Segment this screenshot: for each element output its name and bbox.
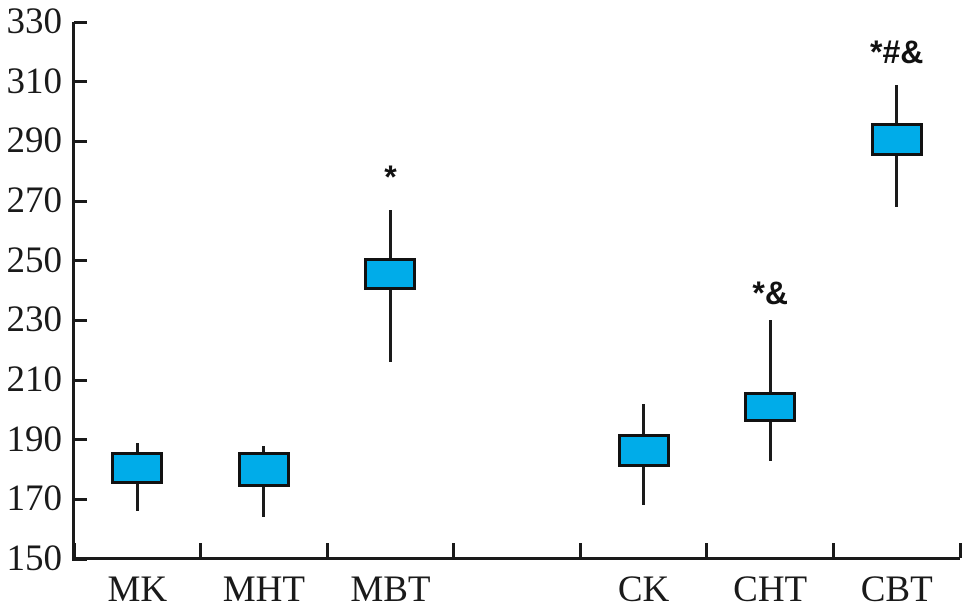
y-axis-tick-label: 250 bbox=[6, 239, 63, 281]
y-axis-tick bbox=[74, 318, 87, 322]
y-axis-tick bbox=[74, 259, 87, 263]
x-axis-label-cht: CHT bbox=[733, 569, 808, 610]
y-axis-tick bbox=[74, 139, 87, 143]
y-axis-line bbox=[72, 22, 75, 561]
y-axis-tick-label: 210 bbox=[6, 359, 63, 400]
box-ck bbox=[617, 433, 670, 467]
y-axis-tick-label: 270 bbox=[6, 180, 63, 221]
x-axis-label-ck: CK bbox=[617, 569, 670, 610]
y-axis-tick-label: 170 bbox=[6, 478, 63, 520]
y-axis-tick-label: 290 bbox=[6, 120, 63, 162]
y-axis-tick-label: 150 bbox=[6, 538, 63, 579]
y-axis-tick bbox=[74, 199, 87, 203]
x-axis-tick bbox=[325, 543, 329, 558]
y-axis-tick-label: 310 bbox=[6, 60, 63, 102]
box-mk bbox=[111, 451, 164, 485]
box-cht bbox=[744, 391, 797, 422]
y-axis-tick bbox=[74, 378, 87, 382]
significance-annotation-cbt: *#& bbox=[870, 33, 924, 70]
y-axis-tick-label: 330 bbox=[6, 1, 63, 42]
y-axis-tick-label: 190 bbox=[6, 418, 63, 460]
x-axis-tick bbox=[199, 543, 203, 558]
x-axis-label-mk: MK bbox=[107, 569, 168, 610]
x-axis-label-mbt: MBT bbox=[350, 569, 431, 610]
y-axis-tick-label: 230 bbox=[6, 299, 63, 341]
box-mht bbox=[237, 451, 290, 488]
y-axis-tick bbox=[74, 20, 87, 24]
x-axis-tick bbox=[578, 543, 582, 558]
x-axis-tick bbox=[958, 543, 962, 558]
x-axis-label-mht: MHT bbox=[222, 569, 305, 610]
x-axis-line bbox=[72, 557, 960, 560]
box-cbt bbox=[870, 123, 923, 157]
box-mbt bbox=[364, 257, 417, 291]
significance-annotation-cht: *& bbox=[752, 275, 788, 312]
y-axis-tick bbox=[74, 497, 87, 501]
y-axis-tick bbox=[74, 80, 87, 84]
x-axis-tick bbox=[72, 543, 76, 558]
x-axis-tick bbox=[452, 543, 456, 558]
x-axis-tick bbox=[705, 543, 709, 558]
x-axis-label-cbt: CBT bbox=[860, 569, 933, 610]
whisker-cht bbox=[768, 320, 772, 461]
x-axis-tick bbox=[831, 543, 835, 558]
significance-annotation-mbt: * bbox=[384, 159, 397, 196]
y-axis-tick bbox=[74, 438, 87, 442]
y-axis-tick bbox=[74, 557, 87, 561]
